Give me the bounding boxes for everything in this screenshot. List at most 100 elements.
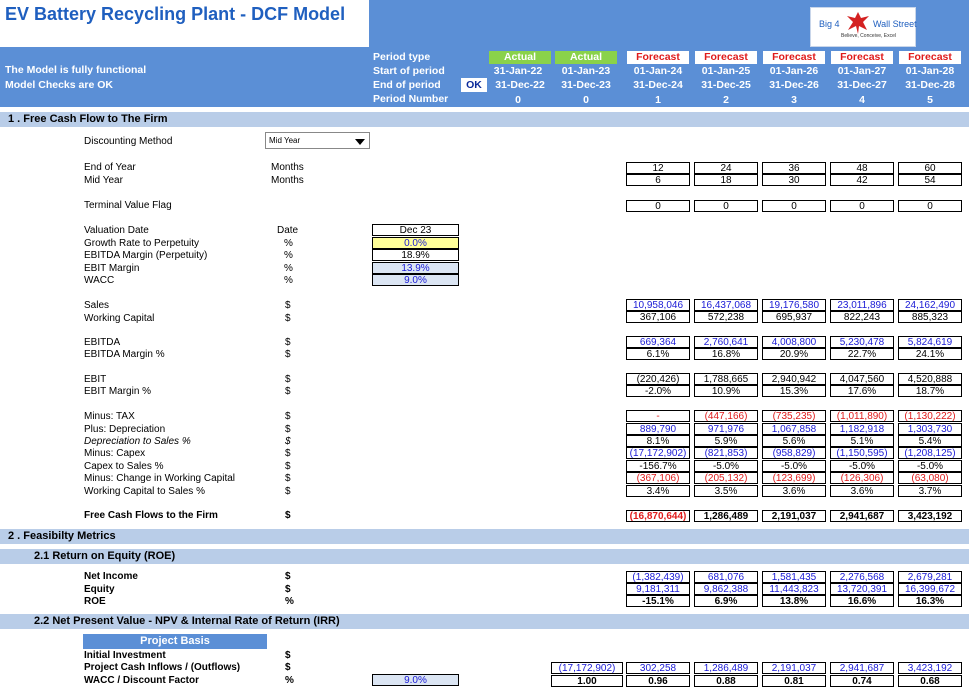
- net-income-cell[interactable]: 681,076: [694, 571, 758, 583]
- roe-cell[interactable]: 16.6%: [830, 595, 894, 607]
- net-income-cell[interactable]: 2,679,281: [898, 571, 962, 583]
- ebit-margin-cell[interactable]: 17.6%: [830, 385, 894, 397]
- discount-factor-cell[interactable]: 1.00: [551, 675, 623, 687]
- npv-wacc-field[interactable]: 9.0%: [372, 674, 459, 686]
- working-capital-cell[interactable]: 822,243: [830, 311, 894, 323]
- change-wc-cell[interactable]: (123,699): [762, 472, 826, 484]
- ebitda-margin-cell[interactable]: 20.9%: [762, 348, 826, 360]
- roe-cell[interactable]: 6.9%: [694, 595, 758, 607]
- eoy-cell[interactable]: 12: [626, 162, 690, 174]
- ebit-cell[interactable]: 4,047,560: [830, 373, 894, 385]
- wacc-field[interactable]: 9.0%: [372, 274, 459, 286]
- mid-year-cell[interactable]: 18: [694, 174, 758, 186]
- capex-sales-cell[interactable]: -5.0%: [898, 460, 962, 472]
- eoy-cell[interactable]: 60: [898, 162, 962, 174]
- tv-flag-cell[interactable]: 0: [694, 200, 758, 212]
- ebit-margin-cell[interactable]: 18.7%: [898, 385, 962, 397]
- ebitda-cell[interactable]: 4,008,800: [762, 336, 826, 348]
- ebitda-cell[interactable]: 669,364: [626, 336, 690, 348]
- sales-cell[interactable]: 24,162,490: [898, 299, 962, 311]
- tax-cell[interactable]: (447,166): [694, 410, 758, 422]
- tax-cell[interactable]: (735,235): [762, 410, 826, 422]
- working-capital-cell[interactable]: 367,106: [626, 311, 690, 323]
- project-cash-flow-cell[interactable]: 302,258: [626, 662, 690, 674]
- sales-cell[interactable]: 19,176,580: [762, 299, 826, 311]
- depreciation-sales-cell[interactable]: 8.1%: [626, 435, 690, 447]
- equity-cell[interactable]: 16,399,672: [898, 583, 962, 595]
- ebitda-margin-cell[interactable]: 22.7%: [830, 348, 894, 360]
- depreciation-cell[interactable]: 1,182,918: [830, 423, 894, 435]
- wc-sales-cell[interactable]: 3.4%: [626, 485, 690, 497]
- project-cash-flow-cell[interactable]: 3,423,192: [898, 662, 962, 674]
- capex-sales-cell[interactable]: -5.0%: [830, 460, 894, 472]
- tax-cell[interactable]: (1,011,890): [830, 410, 894, 422]
- sales-cell[interactable]: 16,437,068: [694, 299, 758, 311]
- discount-factor-cell[interactable]: 0.88: [694, 675, 758, 687]
- tv-flag-cell[interactable]: 0: [898, 200, 962, 212]
- discount-factor-cell[interactable]: 0.68: [898, 675, 962, 687]
- equity-cell[interactable]: 9,181,311: [626, 583, 690, 595]
- depreciation-sales-cell[interactable]: 5.6%: [762, 435, 826, 447]
- depreciation-sales-cell[interactable]: 5.9%: [694, 435, 758, 447]
- project-cash-flow-cell[interactable]: 2,941,687: [830, 662, 894, 674]
- discount-factor-cell[interactable]: 0.81: [762, 675, 826, 687]
- ebit-cell[interactable]: 4,520,888: [898, 373, 962, 385]
- ebitda-margin-cell[interactable]: 6.1%: [626, 348, 690, 360]
- project-cash-flow-cell[interactable]: (17,172,902): [551, 662, 623, 674]
- project-cash-flow-cell[interactable]: 2,191,037: [762, 662, 826, 674]
- valuation-date-field[interactable]: Dec 23: [372, 224, 459, 236]
- wc-sales-cell[interactable]: 3.6%: [762, 485, 826, 497]
- tv-flag-cell[interactable]: 0: [762, 200, 826, 212]
- ebitda-cell[interactable]: 5,824,619: [898, 336, 962, 348]
- depreciation-cell[interactable]: 1,067,858: [762, 423, 826, 435]
- roe-cell[interactable]: -15.1%: [626, 595, 690, 607]
- ebit-cell[interactable]: 1,788,665: [694, 373, 758, 385]
- capex-sales-cell[interactable]: -5.0%: [762, 460, 826, 472]
- eoy-cell[interactable]: 24: [694, 162, 758, 174]
- roe-cell[interactable]: 16.3%: [898, 595, 962, 607]
- wc-sales-cell[interactable]: 3.5%: [694, 485, 758, 497]
- mid-year-cell[interactable]: 30: [762, 174, 826, 186]
- capex-sales-cell[interactable]: -156.7%: [626, 460, 690, 472]
- ebitda-cell[interactable]: 2,760,641: [694, 336, 758, 348]
- ebit-margin-cell[interactable]: 10.9%: [694, 385, 758, 397]
- net-income-cell[interactable]: 1,581,435: [762, 571, 826, 583]
- fcff-cell[interactable]: 3,423,192: [898, 510, 962, 522]
- tax-cell[interactable]: -: [626, 410, 690, 422]
- capex-cell[interactable]: (958,829): [762, 447, 826, 459]
- fcff-cell[interactable]: 2,191,037: [762, 510, 826, 522]
- working-capital-cell[interactable]: 695,937: [762, 311, 826, 323]
- working-capital-cell[interactable]: 572,238: [694, 311, 758, 323]
- ebitda-margin-cell[interactable]: 24.1%: [898, 348, 962, 360]
- equity-cell[interactable]: 11,443,823: [762, 583, 826, 595]
- project-cash-flow-cell[interactable]: 1,286,489: [694, 662, 758, 674]
- working-capital-cell[interactable]: 885,323: [898, 311, 962, 323]
- sales-cell[interactable]: 23,011,896: [830, 299, 894, 311]
- net-income-cell[interactable]: 2,276,568: [830, 571, 894, 583]
- capex-cell[interactable]: (1,208,125): [898, 447, 962, 459]
- roe-cell[interactable]: 13.8%: [762, 595, 826, 607]
- change-wc-cell[interactable]: (205,132): [694, 472, 758, 484]
- change-wc-cell[interactable]: (367,106): [626, 472, 690, 484]
- growth-rate-field[interactable]: 0.0%: [372, 237, 459, 249]
- change-wc-cell[interactable]: (63,080): [898, 472, 962, 484]
- wc-sales-cell[interactable]: 3.7%: [898, 485, 962, 497]
- discounting-method-select[interactable]: Mid Year: [265, 132, 370, 149]
- fcff-cell[interactable]: 2,941,687: [830, 510, 894, 522]
- capex-cell[interactable]: (1,150,595): [830, 447, 894, 459]
- ebitda-cell[interactable]: 5,230,478: [830, 336, 894, 348]
- ebit-margin-cell[interactable]: 15.3%: [762, 385, 826, 397]
- capex-sales-cell[interactable]: -5.0%: [694, 460, 758, 472]
- ebit-cell[interactable]: (220,426): [626, 373, 690, 385]
- depreciation-sales-cell[interactable]: 5.4%: [898, 435, 962, 447]
- fcff-cell[interactable]: 1,286,489: [694, 510, 758, 522]
- ebitda-margin-cell[interactable]: 16.8%: [694, 348, 758, 360]
- mid-year-cell[interactable]: 42: [830, 174, 894, 186]
- eoy-cell[interactable]: 36: [762, 162, 826, 174]
- tv-flag-cell[interactable]: 0: [830, 200, 894, 212]
- sales-cell[interactable]: 10,958,046: [626, 299, 690, 311]
- depreciation-cell[interactable]: 1,303,730: [898, 423, 962, 435]
- eoy-cell[interactable]: 48: [830, 162, 894, 174]
- discount-factor-cell[interactable]: 0.74: [830, 675, 894, 687]
- ebit-margin-field[interactable]: 13.9%: [372, 262, 459, 274]
